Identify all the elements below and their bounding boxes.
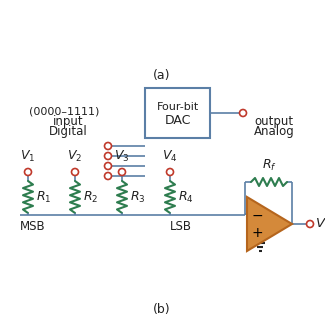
Text: input: input (53, 115, 83, 128)
Text: $R_1$: $R_1$ (36, 190, 51, 204)
Text: LSB: LSB (170, 220, 192, 233)
Text: $R_3$: $R_3$ (130, 190, 146, 204)
Text: MSB: MSB (20, 220, 46, 233)
Text: $R_4$: $R_4$ (178, 190, 194, 204)
Text: $V_o$: $V_o$ (315, 217, 325, 232)
Text: $R_2$: $R_2$ (83, 190, 98, 204)
Text: $V_1$: $V_1$ (20, 149, 36, 164)
Text: $V_2$: $V_2$ (67, 149, 83, 164)
Text: Analog: Analog (254, 126, 295, 139)
Text: $+$: $+$ (251, 226, 263, 240)
Text: (0000–1111): (0000–1111) (29, 106, 99, 116)
Bar (145, 88, 210, 138)
Text: DAC: DAC (164, 114, 191, 127)
Text: (b): (b) (153, 303, 171, 316)
Text: Four-bit: Four-bit (156, 102, 199, 112)
Text: $V_4$: $V_4$ (162, 149, 178, 164)
Text: $V_3$: $V_3$ (114, 149, 130, 164)
Polygon shape (247, 197, 292, 251)
Text: output: output (254, 115, 293, 128)
Text: $-$: $-$ (251, 208, 263, 222)
Text: Digital: Digital (49, 126, 87, 139)
Text: (a): (a) (153, 70, 171, 82)
Text: $R_f$: $R_f$ (262, 158, 277, 173)
